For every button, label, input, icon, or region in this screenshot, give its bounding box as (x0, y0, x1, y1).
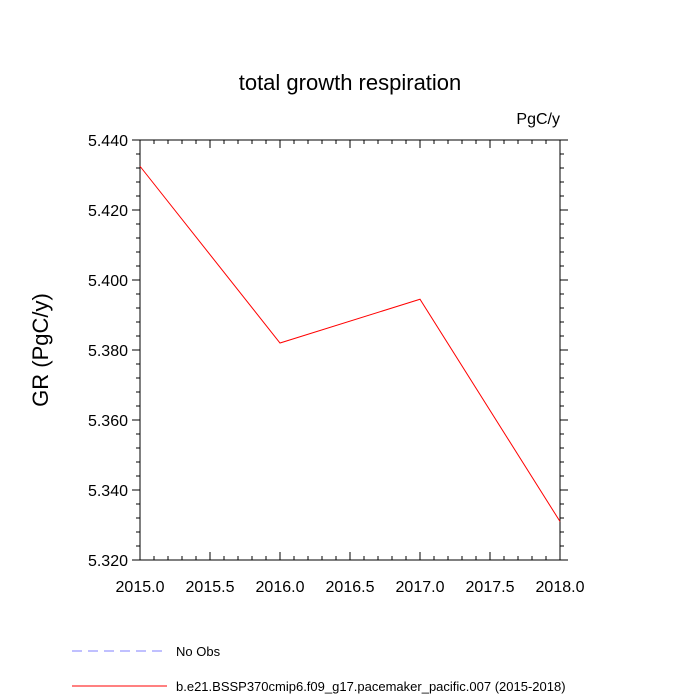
chart-title: total growth respiration (239, 70, 462, 95)
series-line-0 (139, 165, 561, 522)
y-tick-label: 5.380 (88, 343, 128, 360)
y-tick-label: 5.400 (88, 273, 128, 290)
y-axis-label: GR (PgC/y) (28, 293, 53, 407)
x-tick-label: 2018.0 (536, 579, 585, 596)
y-tick-labels: 5.320 5.340 5.360 5.380 5.400 5.420 5.440 (88, 133, 128, 570)
y-tick-label: 5.440 (88, 133, 128, 150)
x-tick-label: 2016.5 (326, 579, 375, 596)
axis-ticks (132, 139, 568, 561)
units-label: PgC/y (516, 111, 560, 128)
plot-frame (139, 139, 561, 561)
legend: No Obs b.e21.BSSP370cmip6.f09_g17.pacemak… (72, 644, 566, 694)
x-tick-labels: 2015.0 2015.5 2016.0 2016.5 2017.0 2017.5 2018… (116, 579, 585, 596)
y-tick-label: 5.360 (88, 413, 128, 430)
x-tick-label: 2017.5 (466, 579, 515, 596)
y-tick-label: 5.420 (88, 203, 128, 220)
x-tick-label: 2015.0 (116, 579, 165, 596)
x-tick-label: 2016.0 (256, 579, 305, 596)
series-group (139, 165, 561, 522)
legend-label-1: b.e21.BSSP370cmip6.f09_g17.pacemaker_pac… (176, 679, 566, 694)
legend-label-0: No Obs (176, 644, 221, 659)
y-tick-label: 5.340 (88, 483, 128, 500)
x-tick-label: 2015.5 (186, 579, 235, 596)
y-tick-label: 5.320 (88, 553, 128, 570)
x-tick-label: 2017.0 (396, 579, 445, 596)
